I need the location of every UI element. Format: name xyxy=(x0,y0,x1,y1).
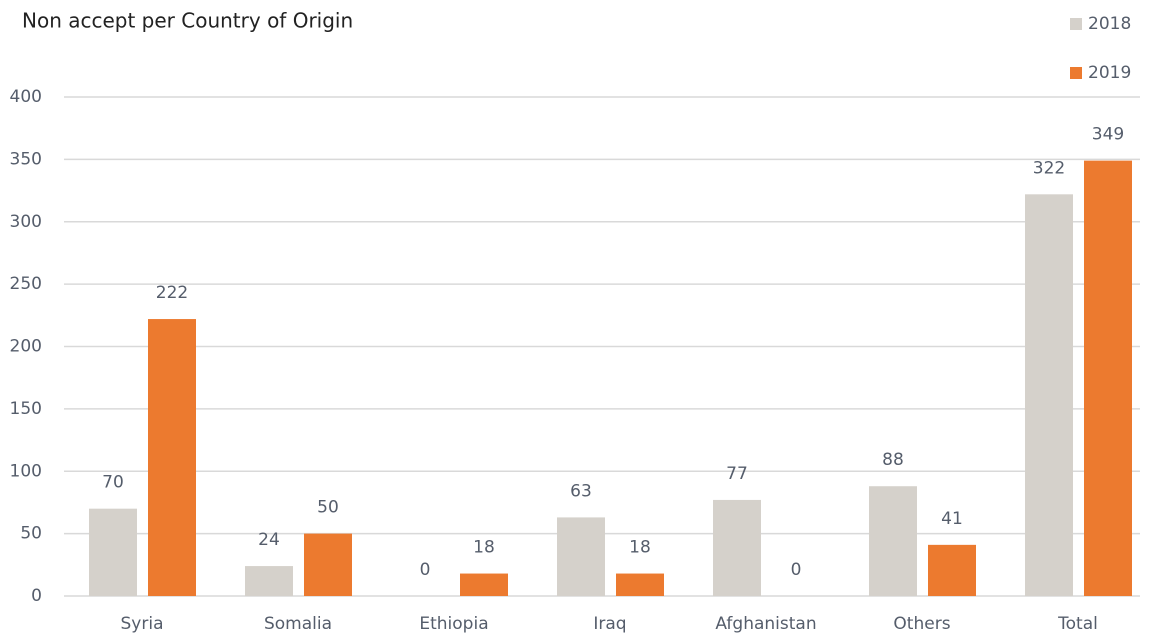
bar xyxy=(460,573,508,596)
y-tick-label: 200 xyxy=(10,337,42,357)
x-tick-label: Syria xyxy=(121,614,164,634)
x-tick-label: Ethiopia xyxy=(419,614,488,634)
value-label: 0 xyxy=(420,560,431,580)
value-label: 63 xyxy=(570,481,592,501)
bar xyxy=(557,517,605,596)
bar xyxy=(245,566,293,596)
bar xyxy=(148,319,196,596)
bar xyxy=(89,508,137,596)
x-tick-label: Afghanistan xyxy=(715,614,816,634)
legend-swatch xyxy=(1070,67,1082,79)
legend-swatch xyxy=(1070,18,1082,30)
legend-label: 2019 xyxy=(1088,63,1131,83)
y-tick-label: 300 xyxy=(10,212,42,232)
y-tick-label: 400 xyxy=(10,87,42,107)
value-label: 349 xyxy=(1092,125,1124,145)
y-tick-label: 100 xyxy=(10,461,42,481)
bar xyxy=(304,533,352,596)
bar xyxy=(616,573,664,596)
chart-title: Non accept per Country of Origin xyxy=(22,9,353,33)
value-label: 0 xyxy=(791,560,802,580)
value-label: 222 xyxy=(156,283,188,303)
x-tick-label: Others xyxy=(893,614,950,634)
bar xyxy=(928,544,976,596)
y-tick-label: 50 xyxy=(20,524,42,544)
value-label: 322 xyxy=(1033,158,1065,178)
x-tick-label: Iraq xyxy=(593,614,626,634)
bar xyxy=(1025,194,1073,596)
value-label: 18 xyxy=(629,538,651,558)
value-label: 88 xyxy=(882,450,904,470)
value-label: 24 xyxy=(258,530,280,550)
value-label: 77 xyxy=(726,464,748,484)
value-label: 41 xyxy=(941,509,963,529)
bar xyxy=(1084,160,1132,596)
value-label: 70 xyxy=(102,473,124,493)
value-label: 50 xyxy=(317,498,339,518)
x-tick-label: Total xyxy=(1057,614,1098,634)
bar xyxy=(713,499,761,596)
y-tick-label: 150 xyxy=(10,399,42,419)
bar xyxy=(869,486,917,596)
legend-label: 2018 xyxy=(1088,14,1131,34)
x-tick-label: Somalia xyxy=(264,614,332,634)
value-label: 18 xyxy=(473,538,495,558)
y-tick-label: 350 xyxy=(10,149,42,169)
y-tick-label: 0 xyxy=(31,586,42,606)
y-tick-label: 250 xyxy=(10,274,42,294)
